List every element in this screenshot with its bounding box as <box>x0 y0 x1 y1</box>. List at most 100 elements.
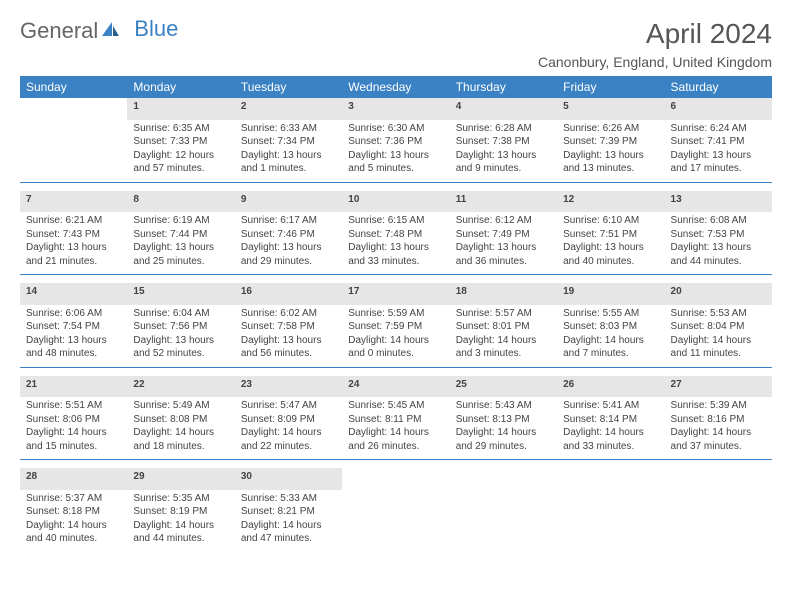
week-separator <box>20 182 772 191</box>
sunset-text: Sunset: 7:38 PM <box>456 135 551 149</box>
day-number-cell: 25 <box>450 376 557 398</box>
daylight-text: Daylight: 13 hours and 13 minutes. <box>563 149 658 176</box>
sunrise-text: Sunrise: 5:33 AM <box>241 492 336 506</box>
sunset-text: Sunset: 8:01 PM <box>456 320 551 334</box>
day-number-cell: 5 <box>557 98 664 120</box>
sunrise-text: Sunrise: 5:39 AM <box>671 399 766 413</box>
day-detail-row: Sunrise: 6:06 AMSunset: 7:54 PMDaylight:… <box>20 305 772 368</box>
day-detail-cell <box>450 490 557 552</box>
daylight-text: Daylight: 14 hours and 26 minutes. <box>348 426 443 453</box>
day-detail-cell: Sunrise: 5:49 AMSunset: 8:08 PMDaylight:… <box>127 397 234 460</box>
daylight-text: Daylight: 13 hours and 44 minutes. <box>671 241 766 268</box>
sunset-text: Sunset: 8:11 PM <box>348 413 443 427</box>
sunset-text: Sunset: 8:13 PM <box>456 413 551 427</box>
daylight-text: Daylight: 13 hours and 40 minutes. <box>563 241 658 268</box>
daylight-text: Daylight: 14 hours and 11 minutes. <box>671 334 766 361</box>
day-detail-cell: Sunrise: 6:21 AMSunset: 7:43 PMDaylight:… <box>20 212 127 275</box>
sunrise-text: Sunrise: 5:43 AM <box>456 399 551 413</box>
day-number-cell: 16 <box>235 283 342 305</box>
daylight-text: Daylight: 13 hours and 33 minutes. <box>348 241 443 268</box>
daylight-text: Daylight: 14 hours and 29 minutes. <box>456 426 551 453</box>
sunrise-text: Sunrise: 5:47 AM <box>241 399 336 413</box>
sunrise-text: Sunrise: 5:59 AM <box>348 307 443 321</box>
day-number-cell: 28 <box>20 468 127 490</box>
sunrise-text: Sunrise: 6:12 AM <box>456 214 551 228</box>
sunset-text: Sunset: 7:39 PM <box>563 135 658 149</box>
day-detail-cell: Sunrise: 6:15 AMSunset: 7:48 PMDaylight:… <box>342 212 449 275</box>
sunrise-text: Sunrise: 6:06 AM <box>26 307 121 321</box>
day-number-cell: 29 <box>127 468 234 490</box>
weekday-header: Friday <box>557 76 664 98</box>
daynum-row: 14151617181920 <box>20 283 772 305</box>
calendar-table: Sunday Monday Tuesday Wednesday Thursday… <box>20 76 772 552</box>
sunset-text: Sunset: 8:09 PM <box>241 413 336 427</box>
day-detail-cell <box>342 490 449 552</box>
sunset-text: Sunset: 8:19 PM <box>133 505 228 519</box>
sunrise-text: Sunrise: 5:41 AM <box>563 399 658 413</box>
daylight-text: Daylight: 14 hours and 15 minutes. <box>26 426 121 453</box>
day-detail-cell: Sunrise: 6:30 AMSunset: 7:36 PMDaylight:… <box>342 120 449 183</box>
day-number-cell: 27 <box>665 376 772 398</box>
sunrise-text: Sunrise: 6:17 AM <box>241 214 336 228</box>
weekday-header: Wednesday <box>342 76 449 98</box>
sunset-text: Sunset: 7:51 PM <box>563 228 658 242</box>
day-number-cell <box>20 98 127 120</box>
daylight-text: Daylight: 14 hours and 40 minutes. <box>26 519 121 546</box>
logo-sail-icon <box>100 18 120 44</box>
day-detail-cell: Sunrise: 6:08 AMSunset: 7:53 PMDaylight:… <box>665 212 772 275</box>
day-number-cell: 17 <box>342 283 449 305</box>
day-detail-cell: Sunrise: 5:35 AMSunset: 8:19 PMDaylight:… <box>127 490 234 552</box>
sunrise-text: Sunrise: 5:45 AM <box>348 399 443 413</box>
day-number-cell: 3 <box>342 98 449 120</box>
daylight-text: Daylight: 14 hours and 0 minutes. <box>348 334 443 361</box>
day-detail-cell: Sunrise: 5:39 AMSunset: 8:16 PMDaylight:… <box>665 397 772 460</box>
day-number-cell: 10 <box>342 191 449 213</box>
day-detail-cell: Sunrise: 5:57 AMSunset: 8:01 PMDaylight:… <box>450 305 557 368</box>
daylight-text: Daylight: 13 hours and 36 minutes. <box>456 241 551 268</box>
day-detail-cell: Sunrise: 6:10 AMSunset: 7:51 PMDaylight:… <box>557 212 664 275</box>
day-number-cell: 12 <box>557 191 664 213</box>
sunrise-text: Sunrise: 6:19 AM <box>133 214 228 228</box>
daylight-text: Daylight: 14 hours and 47 minutes. <box>241 519 336 546</box>
day-number-cell: 14 <box>20 283 127 305</box>
day-detail-cell: Sunrise: 6:19 AMSunset: 7:44 PMDaylight:… <box>127 212 234 275</box>
sunrise-text: Sunrise: 6:33 AM <box>241 122 336 136</box>
daynum-row: 123456 <box>20 98 772 120</box>
daylight-text: Daylight: 12 hours and 57 minutes. <box>133 149 228 176</box>
sunrise-text: Sunrise: 6:26 AM <box>563 122 658 136</box>
daylight-text: Daylight: 14 hours and 22 minutes. <box>241 426 336 453</box>
sunrise-text: Sunrise: 6:28 AM <box>456 122 551 136</box>
day-number-cell <box>557 468 664 490</box>
day-detail-cell: Sunrise: 5:53 AMSunset: 8:04 PMDaylight:… <box>665 305 772 368</box>
week-separator <box>20 367 772 376</box>
sunset-text: Sunset: 7:43 PM <box>26 228 121 242</box>
day-detail-cell: Sunrise: 5:47 AMSunset: 8:09 PMDaylight:… <box>235 397 342 460</box>
day-number-cell: 9 <box>235 191 342 213</box>
day-detail-cell: Sunrise: 5:37 AMSunset: 8:18 PMDaylight:… <box>20 490 127 552</box>
day-number-cell: 26 <box>557 376 664 398</box>
sunset-text: Sunset: 7:59 PM <box>348 320 443 334</box>
day-number-cell: 1 <box>127 98 234 120</box>
day-number-cell: 15 <box>127 283 234 305</box>
day-detail-cell: Sunrise: 6:26 AMSunset: 7:39 PMDaylight:… <box>557 120 664 183</box>
sunset-text: Sunset: 7:41 PM <box>671 135 766 149</box>
sunset-text: Sunset: 8:03 PM <box>563 320 658 334</box>
daylight-text: Daylight: 13 hours and 1 minutes. <box>241 149 336 176</box>
day-number-cell: 8 <box>127 191 234 213</box>
day-detail-cell: Sunrise: 6:12 AMSunset: 7:49 PMDaylight:… <box>450 212 557 275</box>
day-number-cell: 24 <box>342 376 449 398</box>
day-detail-row: Sunrise: 6:21 AMSunset: 7:43 PMDaylight:… <box>20 212 772 275</box>
weekday-header-row: Sunday Monday Tuesday Wednesday Thursday… <box>20 76 772 98</box>
day-detail-cell <box>20 120 127 183</box>
day-number-cell: 6 <box>665 98 772 120</box>
header: General Blue April 2024 <box>20 18 772 50</box>
sunrise-text: Sunrise: 6:04 AM <box>133 307 228 321</box>
day-detail-cell <box>557 490 664 552</box>
brand-general: General <box>20 18 98 44</box>
sunrise-text: Sunrise: 6:08 AM <box>671 214 766 228</box>
day-detail-cell: Sunrise: 5:51 AMSunset: 8:06 PMDaylight:… <box>20 397 127 460</box>
sunrise-text: Sunrise: 5:49 AM <box>133 399 228 413</box>
sunset-text: Sunset: 8:06 PM <box>26 413 121 427</box>
sunrise-text: Sunrise: 6:10 AM <box>563 214 658 228</box>
sunset-text: Sunset: 7:33 PM <box>133 135 228 149</box>
